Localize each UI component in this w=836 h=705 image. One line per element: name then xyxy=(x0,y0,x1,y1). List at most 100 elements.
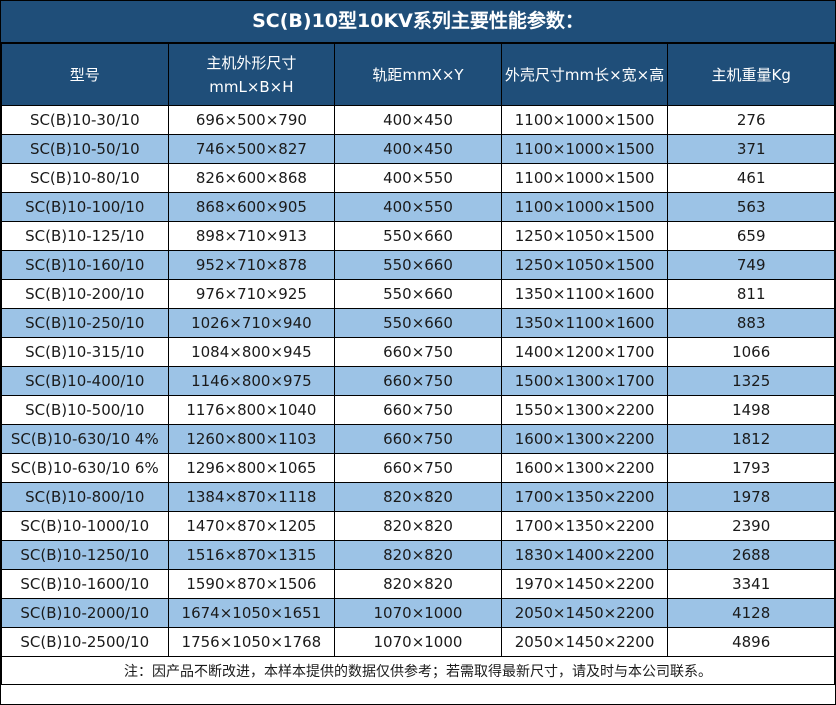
table-cell: 868×600×905 xyxy=(167,192,336,222)
table-cell: 563 xyxy=(667,192,835,222)
table-cell: SC(B)10-630/10 6% xyxy=(1,453,169,483)
table-cell: SC(B)10-100/10 xyxy=(1,192,169,222)
table-cell: 811 xyxy=(667,279,835,309)
table-cell: 2688 xyxy=(667,540,835,570)
table-cell: 2390 xyxy=(667,511,835,541)
table-cell: 820×820 xyxy=(334,569,502,599)
table-cell: 1296×800×1065 xyxy=(167,453,336,483)
footer-note: 注：因产品不断改进，本样本提供的数据仅供参考；若需取得最新尺寸，请及时与本公司联… xyxy=(1,656,835,685)
table-cell: 2050×1450×2200 xyxy=(500,627,669,657)
table-cell: 952×710×878 xyxy=(167,250,336,280)
table-row: SC(B)10-2500/10 1756×1050×1768 1070×1000 20… xyxy=(1,627,835,657)
table-cell: 1470×870×1205 xyxy=(167,511,336,541)
table-row: SC(B)10-50/10 746×500×827 400×450 1100×1000… xyxy=(1,134,835,164)
table-cell: 1700×1350×2200 xyxy=(500,511,669,541)
table-row: SC(B)10-1000/10 1470×870×1205 820×820 1700×… xyxy=(1,511,835,541)
table-cell: 4128 xyxy=(667,598,835,628)
table-cell: 1070×1000 xyxy=(334,627,502,657)
table-cell: 461 xyxy=(667,163,835,193)
table-row: SC(B)10-80/10 826×600×868 400×550 1100×1000… xyxy=(1,163,835,193)
table-cell: 1350×1100×1600 xyxy=(500,279,669,309)
table-header: 型号 主机外形尺寸 mmL×B×H 轨距mmX×Y 外壳尺寸mm长×宽×高 主机… xyxy=(1,43,835,106)
table-cell: 1250×1050×1500 xyxy=(500,250,669,280)
table-row: SC(B)10-630/10 6% 1296×800×1065 660×750 160… xyxy=(1,453,835,483)
table-row: SC(B)10-630/10 4% 1260×800×1103 660×750 160… xyxy=(1,424,835,454)
table-cell: 1350×1100×1600 xyxy=(500,308,669,338)
table-cell: 400×550 xyxy=(334,192,502,222)
table-cell: 1793 xyxy=(667,453,835,483)
table-row: SC(B)10-400/10 1146×800×975 660×750 1500×13… xyxy=(1,366,835,396)
table-row: SC(B)10-100/10 868×600×905 400×550 1100×100… xyxy=(1,192,835,222)
table-row: SC(B)10-30/10 696×500×790 400×450 1100×1000… xyxy=(1,105,835,135)
spec-table: 型号 主机外形尺寸 mmL×B×H 轨距mmX×Y 外壳尺寸mm长×宽×高 主机… xyxy=(1,43,835,685)
table-cell: 400×450 xyxy=(334,134,502,164)
table-cell: 660×750 xyxy=(334,337,502,367)
page-title: SC(B)10型10KV系列主要性能参数： xyxy=(1,1,835,43)
table-cell: 1100×1000×1500 xyxy=(500,163,669,193)
table-cell: 820×820 xyxy=(334,482,502,512)
table-cell: SC(B)10-2000/10 xyxy=(1,598,169,628)
column-header-shell-dimensions: 外壳尺寸mm长×宽×高 xyxy=(500,43,669,106)
table-cell: 4896 xyxy=(667,627,835,657)
table-cell: 696×500×790 xyxy=(167,105,336,135)
table-cell: 3341 xyxy=(667,569,835,599)
table-cell: 749 xyxy=(667,250,835,280)
table-cell: SC(B)10-1250/10 xyxy=(1,540,169,570)
table-cell: 1070×1000 xyxy=(334,598,502,628)
table-cell: 660×750 xyxy=(334,366,502,396)
table-row: SC(B)10-1250/10 1516×870×1315 820×820 1830×… xyxy=(1,540,835,570)
table-cell: 1812 xyxy=(667,424,835,454)
table-cell: SC(B)10-1000/10 xyxy=(1,511,169,541)
table-cell: 1498 xyxy=(667,395,835,425)
table-cell: 1176×800×1040 xyxy=(167,395,336,425)
table-cell: 746×500×827 xyxy=(167,134,336,164)
table-row: SC(B)10-500/10 1176×800×1040 660×750 1550×1… xyxy=(1,395,835,425)
table-cell: 659 xyxy=(667,221,835,251)
table-cell: 976×710×925 xyxy=(167,279,336,309)
table-cell: 1260×800×1103 xyxy=(167,424,336,454)
table-cell: 1978 xyxy=(667,482,835,512)
table-cell: 550×660 xyxy=(334,221,502,251)
table-cell: SC(B)10-30/10 xyxy=(1,105,169,135)
column-header-main-unit-weight: 主机重量Kg xyxy=(667,43,835,106)
table-cell: 883 xyxy=(667,308,835,338)
table-cell: 1084×800×945 xyxy=(167,337,336,367)
table-cell: 1674×1050×1651 xyxy=(167,598,336,628)
table-row: SC(B)10-800/10 1384×870×1118 820×820 1700×1… xyxy=(1,482,835,512)
table-cell: SC(B)10-1600/10 xyxy=(1,569,169,599)
table-cell: 826×600×868 xyxy=(167,163,336,193)
table-row: SC(B)10-125/10 898×710×913 550×660 1250×105… xyxy=(1,221,835,251)
table-cell: 1600×1300×2200 xyxy=(500,453,669,483)
table-row: SC(B)10-200/10 976×710×925 550×660 1350×110… xyxy=(1,279,835,309)
column-header-track-gauge: 轨距mmX×Y xyxy=(334,43,502,106)
table-cell: 1970×1450×2200 xyxy=(500,569,669,599)
table-cell: 371 xyxy=(667,134,835,164)
table-footer: 注：因产品不断改进，本样本提供的数据仅供参考；若需取得最新尺寸，请及时与本公司联… xyxy=(1,656,835,685)
table-cell: 1325 xyxy=(667,366,835,396)
footer-row: 注：因产品不断改进，本样本提供的数据仅供参考；若需取得最新尺寸，请及时与本公司联… xyxy=(1,656,835,685)
table-cell: 1250×1050×1500 xyxy=(500,221,669,251)
table-cell: 400×450 xyxy=(334,105,502,135)
table-cell: 550×660 xyxy=(334,279,502,309)
table-cell: SC(B)10-2500/10 xyxy=(1,627,169,657)
table-cell: 1026×710×940 xyxy=(167,308,336,338)
table-cell: 1066 xyxy=(667,337,835,367)
header-row: 型号 主机外形尺寸 mmL×B×H 轨距mmX×Y 外壳尺寸mm长×宽×高 主机… xyxy=(1,43,835,106)
table-cell: 1100×1000×1500 xyxy=(500,134,669,164)
table-cell: 1500×1300×1700 xyxy=(500,366,669,396)
column-header-main-unit-dimensions: 主机外形尺寸 mmL×B×H xyxy=(167,43,336,106)
table-cell: 2050×1450×2200 xyxy=(500,598,669,628)
table-cell: 1550×1300×2200 xyxy=(500,395,669,425)
column-header-model: 型号 xyxy=(1,43,169,106)
table-cell: SC(B)10-50/10 xyxy=(1,134,169,164)
table-cell: SC(B)10-125/10 xyxy=(1,221,169,251)
table-cell: 820×820 xyxy=(334,540,502,570)
table-row: SC(B)10-2000/10 1674×1050×1651 1070×1000 20… xyxy=(1,598,835,628)
table-cell: 1700×1350×2200 xyxy=(500,482,669,512)
table-cell: 820×820 xyxy=(334,511,502,541)
table-cell: SC(B)10-630/10 4% xyxy=(1,424,169,454)
table-body: SC(B)10-30/10 696×500×790 400×450 1100×1000… xyxy=(1,105,835,657)
table-cell: 1516×870×1315 xyxy=(167,540,336,570)
table-cell: 276 xyxy=(667,105,835,135)
table-row: SC(B)10-250/10 1026×710×940 550×660 1350×11… xyxy=(1,308,835,338)
